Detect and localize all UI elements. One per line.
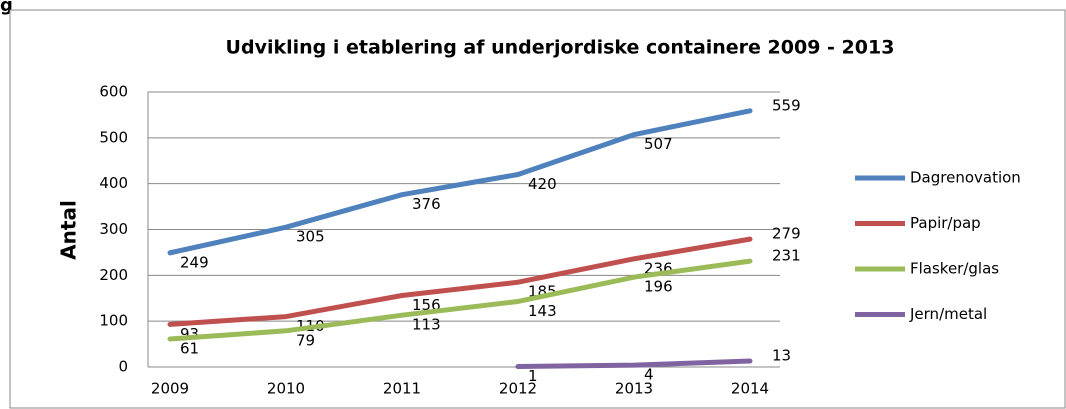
series-line bbox=[167, 108, 753, 256]
y-tick-label: 500 bbox=[99, 128, 128, 146]
data-label: 113 bbox=[412, 316, 441, 334]
data-label: 376 bbox=[412, 195, 441, 213]
data-label: 231 bbox=[772, 247, 801, 265]
series-line bbox=[167, 258, 753, 342]
series-line bbox=[515, 358, 753, 370]
legend-label: Jern/metal bbox=[909, 305, 987, 323]
series-line bbox=[167, 236, 753, 327]
legend-label: Papir/pap bbox=[910, 214, 981, 232]
data-label: 305 bbox=[296, 228, 325, 246]
chart-title: Udvikling i etablering af underjordiske … bbox=[226, 37, 895, 59]
data-label: 143 bbox=[528, 302, 557, 320]
data-label: 507 bbox=[644, 135, 673, 153]
y-tick-label: 0 bbox=[118, 358, 128, 376]
data-label: 249 bbox=[180, 253, 209, 271]
data-label: 13 bbox=[772, 347, 791, 365]
y-axis-label: Antal bbox=[57, 200, 81, 260]
y-tick-label: 600 bbox=[99, 83, 128, 101]
data-label: 4 bbox=[644, 366, 654, 384]
legend-label: Dagrenovation bbox=[910, 169, 1021, 187]
data-label: 279 bbox=[772, 225, 801, 243]
x-tick-label: 2011 bbox=[383, 380, 421, 398]
data-label: 79 bbox=[296, 331, 315, 349]
y-tick-label: 300 bbox=[99, 220, 128, 238]
chart-frame bbox=[9, 9, 1066, 409]
y-tick-label: 400 bbox=[99, 174, 128, 192]
data-label: 559 bbox=[772, 96, 801, 114]
data-label: 420 bbox=[528, 175, 557, 193]
data-label: 1 bbox=[528, 367, 538, 385]
x-tick-label: 2009 bbox=[151, 380, 189, 398]
legend-label: Flasker/glas bbox=[910, 260, 999, 278]
data-label: 61 bbox=[180, 340, 199, 358]
y-tick-label: 100 bbox=[99, 312, 128, 330]
x-tick-label: 2010 bbox=[267, 380, 305, 398]
x-tick-label: 2012 bbox=[499, 380, 537, 398]
x-tick-label: 2014 bbox=[731, 380, 769, 398]
data-label: 196 bbox=[644, 278, 673, 296]
x-tick-label: 2013 bbox=[615, 380, 653, 398]
y-tick-label: 200 bbox=[99, 266, 128, 284]
